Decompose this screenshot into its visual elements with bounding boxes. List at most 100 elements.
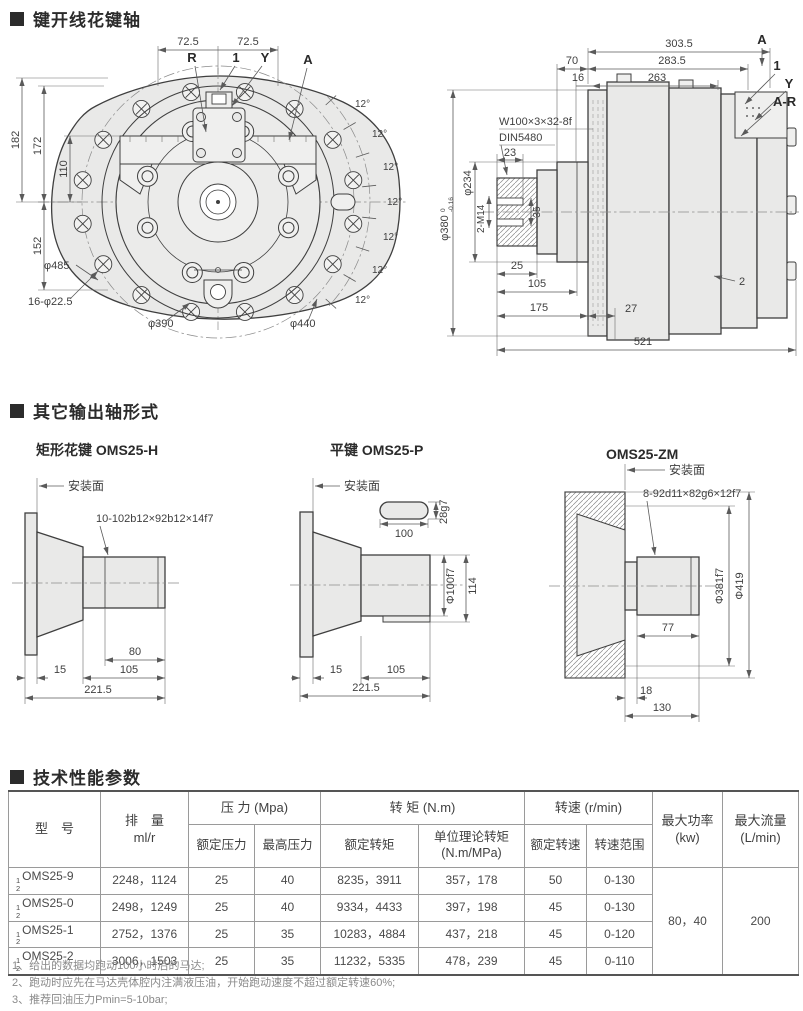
- dim-18: 18: [640, 685, 652, 697]
- table-row: 1 2 OMS25-9 2248，1124 25 40 8235，3911 357，…: [8, 867, 799, 976]
- col-header-max-power-line2: (kw): [675, 829, 700, 845]
- dim-303-5: 303.5: [665, 38, 693, 50]
- rated-torque-cell: 8235，3911: [320, 867, 419, 895]
- label-y: Y: [785, 76, 794, 91]
- spline-spec: W100×3×32-8f: [499, 116, 573, 128]
- rated-speed-cell: 45: [524, 920, 587, 949]
- col-group-torque: 转 矩 (N.m): [320, 790, 525, 825]
- footnotes: 1、给出的数据均跑动100小时后的马达; 2、跑动时应先在马达壳体腔内注满液压油…: [12, 958, 395, 1009]
- table-row: 1 2 OMS25-0 2498，1249 25 40 9334，4433 397，…: [8, 893, 799, 922]
- front-view-drawing: 72.5 72.5 R 1 Y A 182 172 110 152 φ485 1…: [10, 36, 406, 339]
- side-leader-labels: A 1 Y A-R 2: [713, 32, 797, 288]
- rated-pressure-cell: 25: [188, 920, 255, 949]
- shaft-cone: [312, 531, 362, 637]
- label-r: R: [187, 50, 197, 65]
- dim-152: 152: [32, 237, 44, 255]
- inner-socket-bolts: [137, 121, 299, 283]
- dim-28g7: 28g7: [438, 500, 450, 524]
- unit-torque-cell: 437，218: [418, 920, 525, 949]
- parallel-key: [379, 501, 429, 520]
- drain-plug: [210, 284, 226, 300]
- valve-block-bolts: [196, 112, 242, 158]
- shaft-bore-inner: [205, 189, 231, 215]
- dim-114: 114: [467, 577, 479, 595]
- svg-text:φ380: φ380: [439, 215, 451, 241]
- rated-speed-cell: 45: [524, 947, 587, 976]
- spline-spec: 8-92d11×82g6×12f7: [643, 488, 741, 500]
- col-header-displacement: 排 量 ml/r: [100, 790, 189, 868]
- dim-221-5: 221.5: [352, 682, 380, 694]
- dim-25: 25: [511, 260, 523, 272]
- dim-phi419: Φ419: [734, 572, 746, 599]
- spec-table: 型 号 排 量 ml/r 压 力 (Mpa) 转 矩 (N.m) 转速 (r/m…: [8, 790, 799, 976]
- model-name: OMS25-0: [22, 895, 74, 910]
- dim-phi390: φ390: [148, 318, 174, 330]
- dim-72-5-left: 72.5: [177, 36, 198, 48]
- col-header-max-flow-line1: 最大流量: [734, 813, 787, 829]
- model-cell: 1 2 OMS25-2: [8, 947, 101, 976]
- max-flow-cell: 200: [722, 867, 799, 976]
- side-port-stub: [330, 193, 356, 211]
- speed-range-cell: 0-130: [586, 867, 653, 895]
- col-header-displacement-line1: 排 量: [124, 813, 164, 829]
- section-title-other-shafts: 其它输出轴形式: [10, 398, 159, 423]
- flange-bar: [24, 512, 38, 656]
- side-bottom-dims: 25 105 175 27 521: [496, 246, 797, 356]
- label-1: 1: [232, 50, 239, 65]
- dim-72-5-right: 72.5: [237, 36, 258, 48]
- tolerance-upper: 0: [440, 208, 447, 212]
- speed-range-cell: 0-130: [586, 893, 653, 922]
- col-header-max-flow-line2: (L/min): [740, 829, 781, 845]
- model-name: OMS25-2: [22, 949, 74, 964]
- spline-spec: 10-102b12×92b12×14f7: [96, 513, 213, 525]
- rear-nub-2: [786, 195, 797, 215]
- dim-phi440: φ440: [290, 318, 316, 330]
- dim-15: 15: [330, 664, 342, 676]
- max-pressure-cell: 35: [254, 947, 321, 976]
- max-pressure-cell: 35: [254, 920, 321, 949]
- table-row: 1 2 OMS25-1 2752，1376 25 35 10283，4884 437…: [8, 920, 799, 949]
- footnote-1: 1、给出的数据均跑动100小时后的马达;: [12, 960, 205, 972]
- col-header-unit-torque-line1: 单位理论转矩: [433, 830, 509, 845]
- dim-12deg: 12°: [355, 295, 370, 306]
- col-header-displacement-line2: ml/r: [133, 829, 156, 845]
- dim-12deg: 12°: [372, 265, 387, 276]
- subtitle-oms25-h: 矩形花键 OMS25-H: [36, 442, 159, 458]
- displacement-cell: 3006，1503: [100, 947, 189, 976]
- max-power-cell: 80，40: [652, 867, 723, 976]
- col-header-unit-torque-line2: (N.m/MPa): [441, 846, 502, 860]
- model-name: OMS25-1: [22, 922, 74, 937]
- rated-pressure-cell: 25: [188, 867, 255, 895]
- dim-16: 16: [572, 72, 584, 84]
- dim-16-phi22-5: 16-φ22.5: [28, 296, 72, 308]
- col-header-model: 型 号: [8, 790, 101, 868]
- label-a: A: [757, 32, 767, 47]
- displacement-cell: 2248，1124: [100, 867, 189, 895]
- displacement-cell: 2752，1376: [100, 920, 189, 949]
- unit-torque-cell: 357，178: [418, 867, 525, 895]
- section-title-spline-shaft: 键开线花键轴: [10, 6, 141, 31]
- dim-100: 100: [395, 528, 413, 540]
- col-header-unit-torque: 单位理论转矩 (N.m/MPa): [418, 824, 525, 868]
- dim-130: 130: [653, 702, 671, 714]
- shaft-zm-dims: Φ381f7 Φ419 77 18 130: [565, 491, 755, 722]
- dim-12deg: 12°: [355, 99, 370, 110]
- shaft-cone: [36, 531, 84, 638]
- footnote-3: 3、推荐回油压力Pmin=5-10bar;: [12, 994, 168, 1006]
- dim-phi485: φ485: [44, 260, 70, 272]
- col-header-rated-speed: 额定转速: [524, 824, 587, 868]
- mount-face-label: 安装面: [669, 462, 705, 477]
- section-bullet-icon: [10, 403, 24, 418]
- dim-221-5: 221.5: [84, 684, 112, 696]
- label-a-r: A-R: [773, 94, 797, 109]
- speed-range-cell: 0-120: [586, 920, 653, 949]
- top-plug: [211, 93, 227, 105]
- footnote-2: 2、跑动时应先在马达壳体腔内注满液压油，开始跑动速度不超过额定转速60%;: [12, 977, 396, 989]
- section-title-parameters: 技术性能参数: [10, 764, 141, 789]
- housing-section-1: [606, 81, 670, 341]
- mount-face-label: 安装面: [344, 478, 380, 493]
- section-title-text: 技术性能参数: [33, 769, 141, 788]
